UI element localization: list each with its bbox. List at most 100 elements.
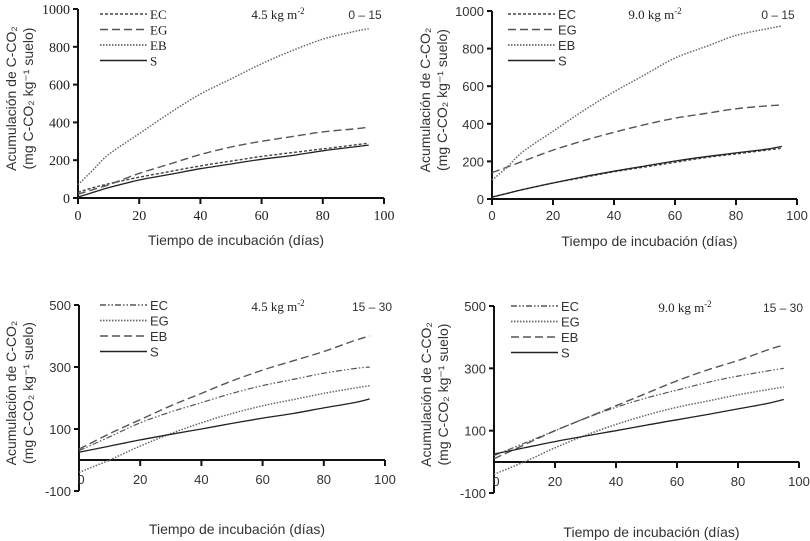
y-axis-title-line1: Acumulación de C-CO₂ [417, 28, 433, 173]
x-tick-label: 100 [374, 209, 395, 224]
series-line-eg [78, 384, 370, 474]
x-axis-title: Tiempo de incubación (días) [563, 524, 739, 540]
y-axis-title-line2: (mg C-CO₂ kg⁻¹ suelo) [20, 28, 36, 170]
series-line-eb [491, 25, 782, 181]
legend-label-ec: EC [150, 7, 167, 22]
x-axis-title: Tiempo de incubación (días) [149, 521, 325, 537]
y-axis-title-line1: Acumulación de C-CO₂ [3, 321, 19, 466]
x-tick-label: 0 [77, 472, 84, 487]
x-tick-label: 20 [132, 209, 146, 224]
series-line-eg [77, 126, 369, 195]
x-tick-label: 100 [786, 208, 808, 223]
y-tick-label: 800 [462, 42, 484, 57]
y-tick-label: -100 [460, 486, 486, 501]
y-tick-label: 500 [464, 299, 486, 314]
legend-label-ec: EC [150, 298, 168, 313]
y-tick-label: 400 [462, 117, 484, 132]
y-axis-title-line2: (mg C-CO₂ kg⁻¹ suelo) [434, 29, 450, 171]
legend-label-s: S [558, 54, 567, 69]
y-tick-label: 300 [464, 361, 486, 376]
series-line-eg [493, 386, 784, 475]
x-axis-title: Tiempo de incubación (días) [148, 232, 324, 248]
y-axis-title-line1: Acumulación de C-CO₂ [418, 322, 434, 467]
legend-label-eg: EG [150, 23, 167, 38]
series-line-eb [493, 344, 784, 460]
annotation-application-rate: 9.0 kg m-2 [658, 299, 711, 315]
chart-panel-top-left: 0 200 400 600 800 1000 0 20 40 60 80 100 Tiempo de i… [3, 3, 395, 248]
series-line-s [77, 144, 369, 198]
y-tick-label: 100 [464, 424, 486, 439]
chart-panel-top-right: 0 200 400 600 800 1000 0 20 40 60 80 100 Tiempo de i… [417, 4, 808, 249]
series-line-ec [77, 142, 369, 193]
y-tick-label: 200 [462, 154, 484, 169]
x-tick-label: 0 [492, 474, 499, 489]
legend-label-eb: EB [558, 38, 575, 53]
y-tick-label: 100 [49, 422, 71, 437]
annotation-application-rate: 4.5 kg m-2 [251, 6, 304, 22]
y-tick-label: 600 [49, 79, 70, 94]
x-tick-label: 40 [607, 208, 621, 223]
x-tick-label: 40 [609, 474, 623, 489]
x-tick-label: 20 [133, 472, 147, 487]
y-tick-label: 800 [49, 41, 70, 56]
x-tick-label: 80 [317, 472, 331, 487]
chart-panel-bottom-left: -100 100 300 500 0 20 40 60 80 100 Tiempo de incub… [3, 298, 396, 537]
x-tick-label: 40 [193, 209, 207, 224]
legend-label-eb: EB [150, 329, 167, 344]
annotation-depth: 0 – 15 [348, 8, 382, 22]
x-tick-label: 20 [546, 208, 560, 223]
x-tick-label: 100 [788, 474, 810, 489]
x-tick-label: 80 [729, 208, 743, 223]
series-line-eb [77, 28, 369, 186]
y-tick-label: 1000 [455, 4, 484, 19]
y-tick-label: 1000 [42, 3, 70, 18]
x-tick-label: 100 [374, 472, 396, 487]
series-line-eg [491, 104, 782, 174]
y-tick-label: 0 [63, 192, 70, 207]
legend-label-s: S [150, 345, 159, 360]
x-tick-label: 60 [668, 208, 682, 223]
y-tick-label: 300 [49, 360, 71, 375]
x-axis-title: Tiempo de incubación (días) [561, 233, 737, 249]
annotation-depth: 0 – 15 [761, 8, 795, 22]
x-tick-label: 60 [255, 472, 269, 487]
x-tick-label: 40 [194, 472, 208, 487]
series-line-eb [78, 335, 370, 450]
series-line-ec [78, 366, 370, 452]
x-tick-label: 0 [75, 209, 82, 224]
series-line-s [491, 145, 782, 198]
x-tick-label: 60 [670, 474, 684, 489]
series-line-s [78, 398, 370, 453]
y-tick-label: 200 [49, 154, 70, 169]
legend-label-eg: EG [558, 23, 577, 38]
legend-label-ec: EC [558, 7, 576, 22]
x-tick-label: 20 [548, 474, 562, 489]
annotation-depth: 15 – 30 [352, 300, 392, 314]
annotation-depth: 15 – 30 [763, 301, 803, 315]
legend-label-eb: EB [561, 330, 578, 345]
y-tick-label: 500 [49, 298, 71, 313]
legend-label-s: S [561, 346, 570, 361]
x-tick-label: 80 [316, 209, 330, 224]
y-axis-title-line2: (mg C-CO₂ kg⁻¹ suelo) [435, 324, 451, 466]
series-line-ec [493, 367, 784, 457]
legend-label-eg: EG [150, 314, 169, 329]
annotation-application-rate: 9.0 kg m-2 [628, 6, 681, 22]
y-axis-title-line2: (mg C-CO₂ kg⁻¹ suelo) [20, 322, 36, 464]
series-line-s [493, 398, 784, 455]
y-tick-label: 0 [477, 192, 484, 207]
y-axis-title-line1: Acumulación de C-CO₂ [3, 26, 19, 171]
annotation-application-rate: 4.5 kg m-2 [251, 298, 304, 314]
x-tick-label: 80 [731, 474, 745, 489]
x-tick-label: 0 [488, 208, 495, 223]
legend-label-eb: EB [150, 38, 167, 53]
legend-label-eg: EG [561, 315, 580, 330]
legend-label-s: S [150, 54, 157, 69]
y-tick-label: 400 [49, 116, 70, 131]
x-tick-label: 60 [255, 209, 269, 224]
series-line-ec [491, 147, 782, 198]
y-tick-label: -100 [45, 484, 71, 499]
chart-panel-bottom-right: -100 100 300 500 0 20 40 60 80 100 Tiempo de incub… [418, 299, 810, 540]
y-tick-label: 600 [462, 79, 484, 94]
